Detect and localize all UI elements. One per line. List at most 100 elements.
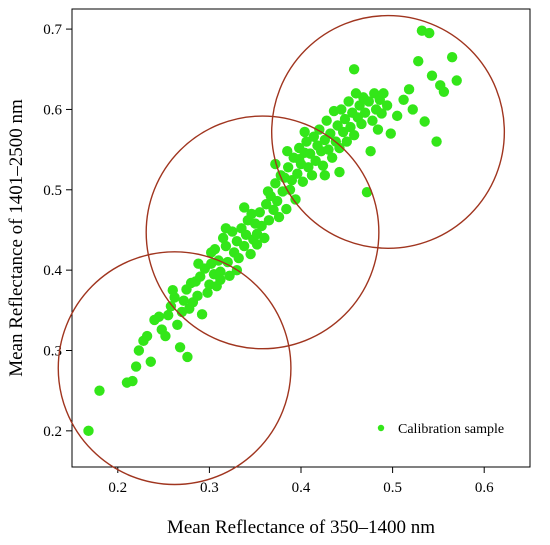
x-tick-label: 0.2 [108,480,127,496]
calibration-sample-point [381,100,393,111]
calibration-sample-point [334,166,345,178]
calibration-sample-point [153,311,165,322]
y-axis: 0.2 0.3 0.4 0.5 0.6 0.7 [43,22,72,440]
calibration-sample-point [354,100,365,111]
calibration-sample-point [167,285,178,296]
y-tick-label: 0.6 [43,102,62,118]
calibration-sample-point [407,104,418,115]
legend: Calibration sample [377,422,504,437]
calibration-sample-point [141,330,153,342]
calibration-sample-point [224,270,235,281]
calibration-sample-point [297,176,309,187]
calibration-sample-point [365,146,376,157]
calibration-sample-point [145,356,156,367]
calibration-sample-point [192,290,203,302]
calibration-sample-point [282,146,293,157]
calibration-sample-point [182,351,193,363]
calibration-sample-point [196,309,208,320]
x-tick-label: 0.6 [475,480,494,496]
calibration-sample-point [403,84,415,95]
calibration-sample-point [245,248,256,260]
calibration-sample-point [282,162,294,173]
x-tick-label: 0.3 [200,480,219,496]
calibration-sample-point [292,168,303,179]
calibration-sample-point [343,96,354,107]
calibration-sample-point [361,187,373,198]
calibration-sample-point [367,115,378,126]
calibration-sample-point [178,295,189,306]
calibration-sample-point [299,126,310,138]
calibration-sample-point [195,271,206,282]
calibration-sample-point [337,126,349,138]
calibration-sample-point [310,155,321,167]
calibration-sample-point [83,425,94,437]
calibration-sample-point [385,128,396,139]
calibration-sample-point [290,194,301,205]
calibration-sample-point [319,170,331,181]
calibration-sample-point [262,186,274,197]
calibration-sample-point [323,144,334,155]
calibration-sample-point [268,204,279,216]
calibration-sample-point [372,124,384,135]
y-tick-label: 0.2 [43,424,62,440]
calibration-sample-point [359,107,371,118]
plot-frame [71,8,531,468]
calibration-sample-point [301,136,312,147]
calibration-sample-point [321,115,332,126]
calibration-sample-point [378,88,389,99]
calibration-sample-point [259,232,270,244]
calibration-sample-point [438,86,450,97]
calibration-sample-point [308,131,320,142]
calibration-sample-point [260,199,272,210]
calibration-sample-point [240,229,252,240]
calibration-sample-point [220,240,232,252]
calibration-sample-point [233,252,244,264]
calibration-sample-point [133,345,145,356]
calibration-sample-point [339,113,351,125]
region-circle [145,115,380,350]
calibration-sample-point [413,56,424,67]
calibration-sample-point [306,170,318,181]
calibration-sample-point [94,385,105,396]
calibration-sample-point [202,287,213,298]
calibration-sample-point [446,52,458,63]
calibration-sample-point [206,247,217,258]
calibration-sample-point [222,256,233,268]
y-tick-label: 0.7 [43,22,62,38]
calibration-sample-point [345,121,356,133]
calibration-sample-point [376,108,387,119]
calibration-sample-point [391,110,403,122]
calibration-sample-point [431,136,442,147]
calibration-sample-point [130,361,142,372]
calibration-sample-point [193,258,204,269]
calibration-sample-point [273,211,285,223]
x-tick-label: 0.4 [292,480,311,496]
calibration-sample-point [215,274,226,285]
legend-label: Calibration sample [398,422,504,437]
calibration-sample-point [270,158,281,170]
calibration-sample-point [281,203,292,215]
calibration-sample-point [217,232,229,244]
calibration-sample-point [304,148,316,159]
points-layer [83,25,462,437]
y-tick-label: 0.4 [43,263,62,279]
calibration-sample-point [174,342,186,353]
calibration-sample-point [162,309,174,321]
calibration-sample-point [239,202,250,213]
calibration-sample-point [326,152,338,163]
calibration-sample-point [336,104,347,115]
calibration-sample-point [215,266,226,277]
calibration-sample-point [348,64,360,75]
calibration-sample-point [424,27,435,39]
calibration-sample-point [348,129,360,141]
calibration-sample-point [284,184,296,195]
calibration-sample-point [220,223,232,234]
calibration-sample-point [271,195,283,207]
x-axis-title: Mean Reflectance of 350–1400 nm [167,517,435,538]
calibration-sample-point [398,94,409,105]
calibration-sample-point [165,301,177,312]
calibration-sample-point [127,375,138,387]
calibration-sample-point [172,319,183,330]
